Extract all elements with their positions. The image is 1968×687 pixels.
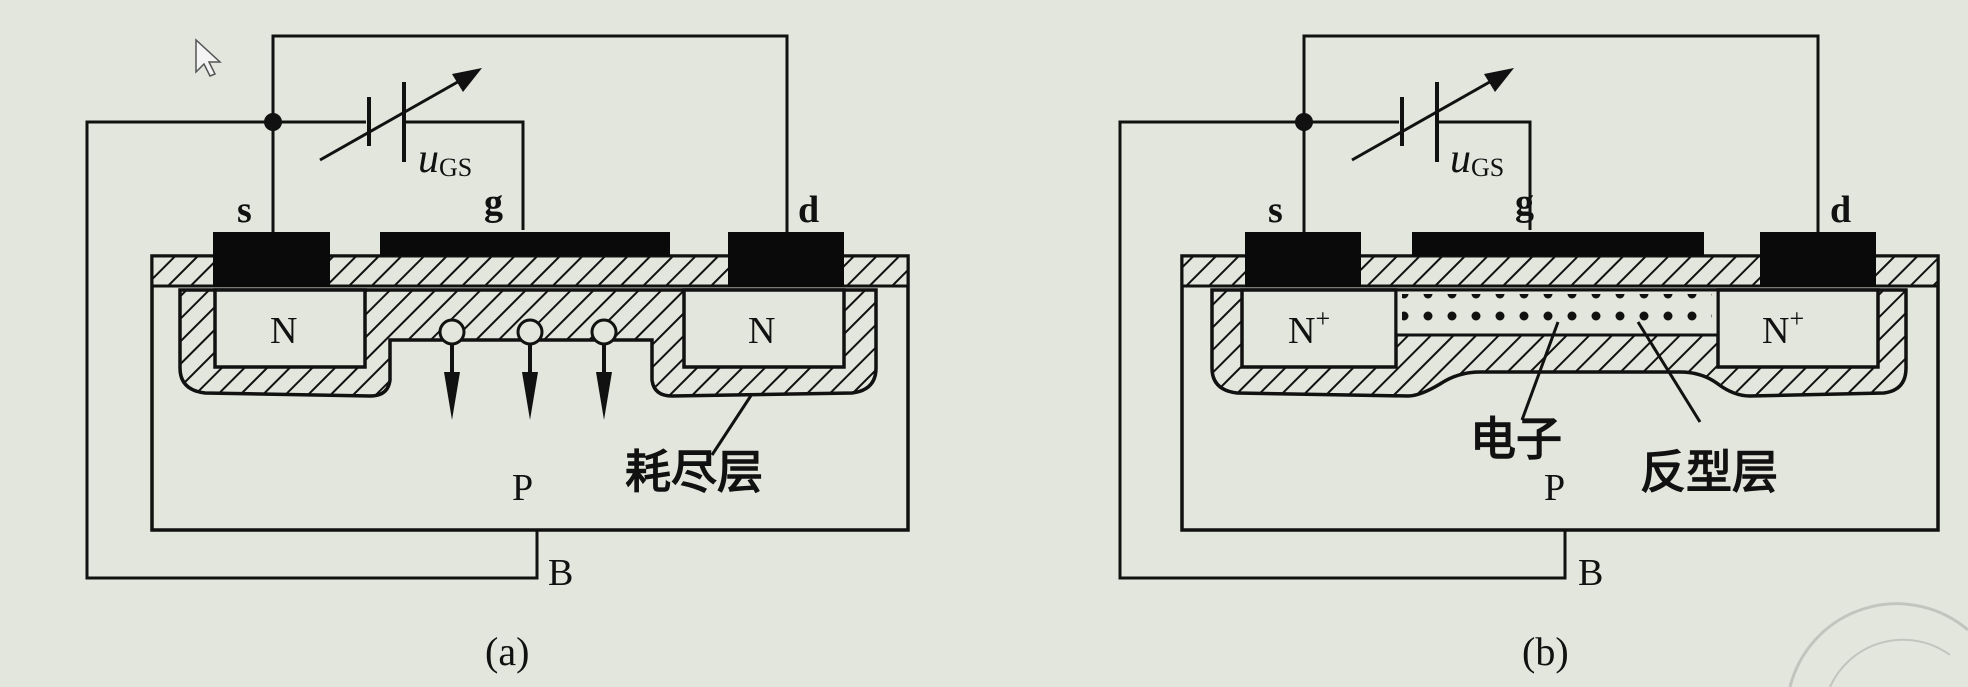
drain-n-plus-region: [1716, 288, 1880, 369]
caption-b: (b): [1522, 629, 1569, 674]
hole-arrow-icon: [516, 318, 544, 420]
hole-arrow-icon: [438, 318, 466, 420]
hole-arrow-icon: [590, 318, 618, 420]
inversion-layer-label: 反型层: [1640, 445, 1778, 499]
source-n-plus-region: [1240, 288, 1398, 369]
depletion-layer-label: 耗尽层: [625, 445, 763, 499]
source-region-label: N: [270, 310, 297, 352]
source-terminal-label: s: [237, 189, 252, 231]
battery-icon: [360, 82, 406, 162]
junction-node: [264, 113, 282, 131]
source-region-label: N+: [1288, 304, 1330, 352]
drain-contact: [728, 232, 844, 287]
caption-a: (a): [485, 629, 529, 674]
variable-arrow-icon: [1351, 68, 1514, 162]
gate-contact: [380, 232, 670, 256]
drain-region-label: N+: [1762, 304, 1804, 352]
body-terminal-label: B: [1578, 552, 1603, 594]
gate-contact: [1412, 232, 1704, 256]
junction-node: [1295, 113, 1313, 131]
source-terminal-label: s: [1268, 189, 1283, 231]
drain-contact: [1760, 232, 1876, 287]
panel-a: uGS s g d N N: [85, 34, 910, 674]
ugs-label: uGS: [1450, 136, 1504, 182]
drain-terminal-label: d: [1830, 189, 1851, 231]
source-contact: [213, 232, 330, 287]
substrate-label: P: [1544, 467, 1565, 509]
gate-terminal-label: g: [1515, 182, 1534, 224]
drain-region-label: N: [748, 310, 775, 352]
variable-arrow-icon: [319, 68, 482, 162]
source-contact: [1245, 232, 1361, 287]
ugs-label: uGS: [418, 136, 472, 182]
panel-b: uGS s g d N+ N+ 电子 反型层 P B (b): [1118, 34, 1940, 674]
drain-terminal-label: d: [798, 189, 819, 231]
body-terminal-label: B: [548, 552, 573, 594]
electron-label: 电子: [1470, 412, 1562, 466]
battery-icon: [1393, 82, 1439, 162]
source-n-region: [213, 288, 367, 369]
watermark-seal-icon: [1788, 602, 1968, 687]
gate-terminal-label: g: [484, 182, 503, 224]
drain-n-region: [682, 288, 846, 369]
mouse-cursor-icon: [195, 38, 222, 77]
substrate-label: P: [512, 467, 533, 509]
